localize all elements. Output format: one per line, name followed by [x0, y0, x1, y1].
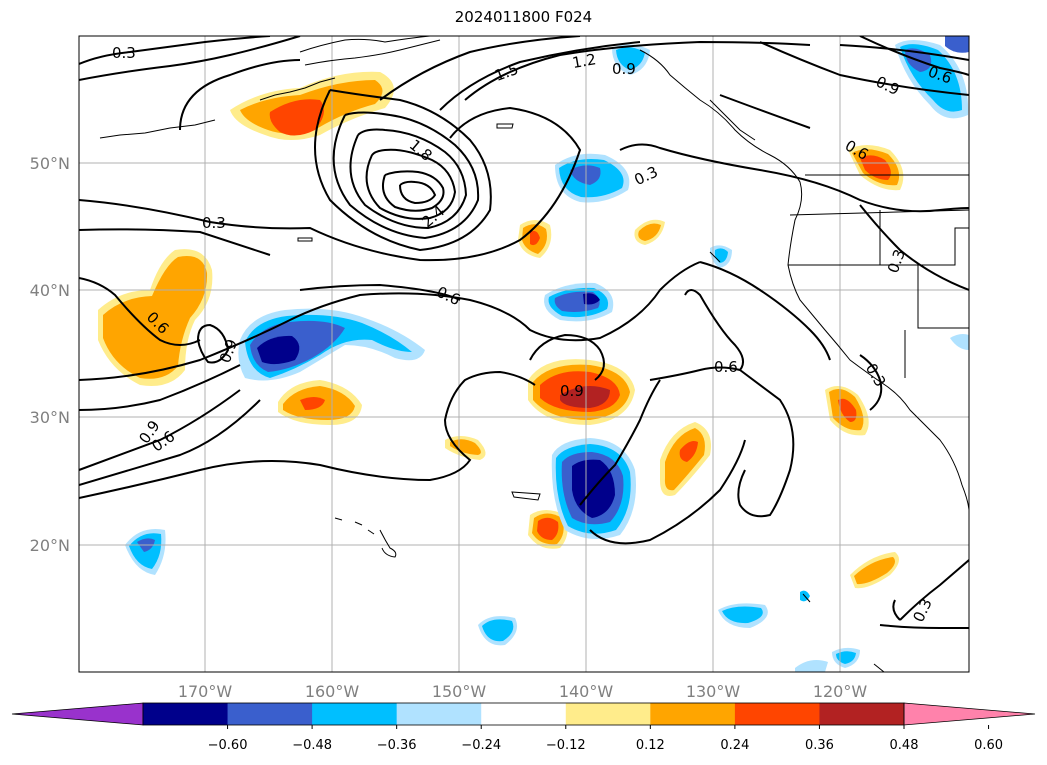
colorbar-tick-label: −0.36 [377, 738, 417, 753]
contour-label: 0.9 [560, 382, 584, 400]
contour-label: 0.9 [873, 73, 902, 99]
colorbar: −0.60 −0.48 −0.36 −0.24 −0.12 0.12 0.24 0.36 0.4… [11, 702, 1036, 753]
contour-label: 0.6 [714, 358, 738, 376]
map-title: 2024011800 F024 [454, 8, 593, 26]
contour-label: 1.2 [571, 50, 598, 72]
contour-label: 0.3 [909, 596, 935, 625]
graticule [79, 36, 969, 672]
contour-label: 2.4 [418, 202, 448, 231]
colorbar-swatch [650, 703, 736, 725]
colorbar-tick-label: 0.12 [636, 738, 665, 753]
lon-label: 120°W [813, 682, 868, 701]
map-frame [78, 35, 970, 673]
lat-label: 20°N [30, 536, 70, 555]
contour-label: 0.3 [202, 214, 226, 232]
colorbar-extend-low [11, 702, 144, 726]
lon-label: 150°W [432, 682, 487, 701]
lat-label: 30°N [30, 408, 70, 427]
positive-anomaly-shading [98, 71, 904, 589]
lat-label: 50°N [30, 154, 70, 173]
contour-label: 0.3 [112, 44, 136, 62]
colorbar-tick-label: −0.60 [208, 738, 248, 753]
lat-label: 40°N [30, 281, 70, 300]
colorbar-tick-label: 0.60 [974, 738, 1003, 753]
colorbar-extend-high [903, 702, 1036, 726]
lon-label: 140°W [559, 682, 614, 701]
lon-label: 160°W [305, 682, 360, 701]
colorbar-swatch [481, 703, 567, 725]
lon-label: 130°W [686, 682, 741, 701]
contour-label: 0.9 [216, 337, 241, 366]
coastlines [99, 36, 969, 672]
contour-lines [79, 36, 969, 629]
contour-label: 0.3 [632, 163, 661, 189]
negative-anomaly-shading [125, 36, 969, 672]
colorbar-tick-label: −0.24 [461, 738, 501, 753]
colorbar-outline [142, 702, 905, 726]
longitude-labels: 170°W 160°W 150°W 140°W 130°W 120°W [178, 682, 868, 701]
colorbar-swatch [819, 703, 905, 725]
colorbar-tick-label: 0.36 [805, 738, 834, 753]
colorbar-tick-label: 0.48 [890, 738, 919, 753]
colorbar-tick-label: 0.24 [720, 738, 749, 753]
colorbar-swatch [396, 703, 482, 725]
lon-label: 170°W [178, 682, 233, 701]
contour-label: 0.9 [612, 60, 636, 78]
colorbar-tick-label: −0.48 [292, 738, 332, 753]
colorbar-swatch [312, 703, 398, 725]
colorbar-swatch [734, 703, 820, 725]
contour-label: 0.3 [884, 247, 909, 276]
colorbar-swatch [227, 703, 313, 725]
colorbar-swatch [143, 703, 229, 725]
colorbar-swatch [565, 703, 651, 725]
latitude-labels: 50°N 40°N 30°N 20°N [30, 154, 70, 555]
colorbar-tick-label: −0.12 [546, 738, 586, 753]
